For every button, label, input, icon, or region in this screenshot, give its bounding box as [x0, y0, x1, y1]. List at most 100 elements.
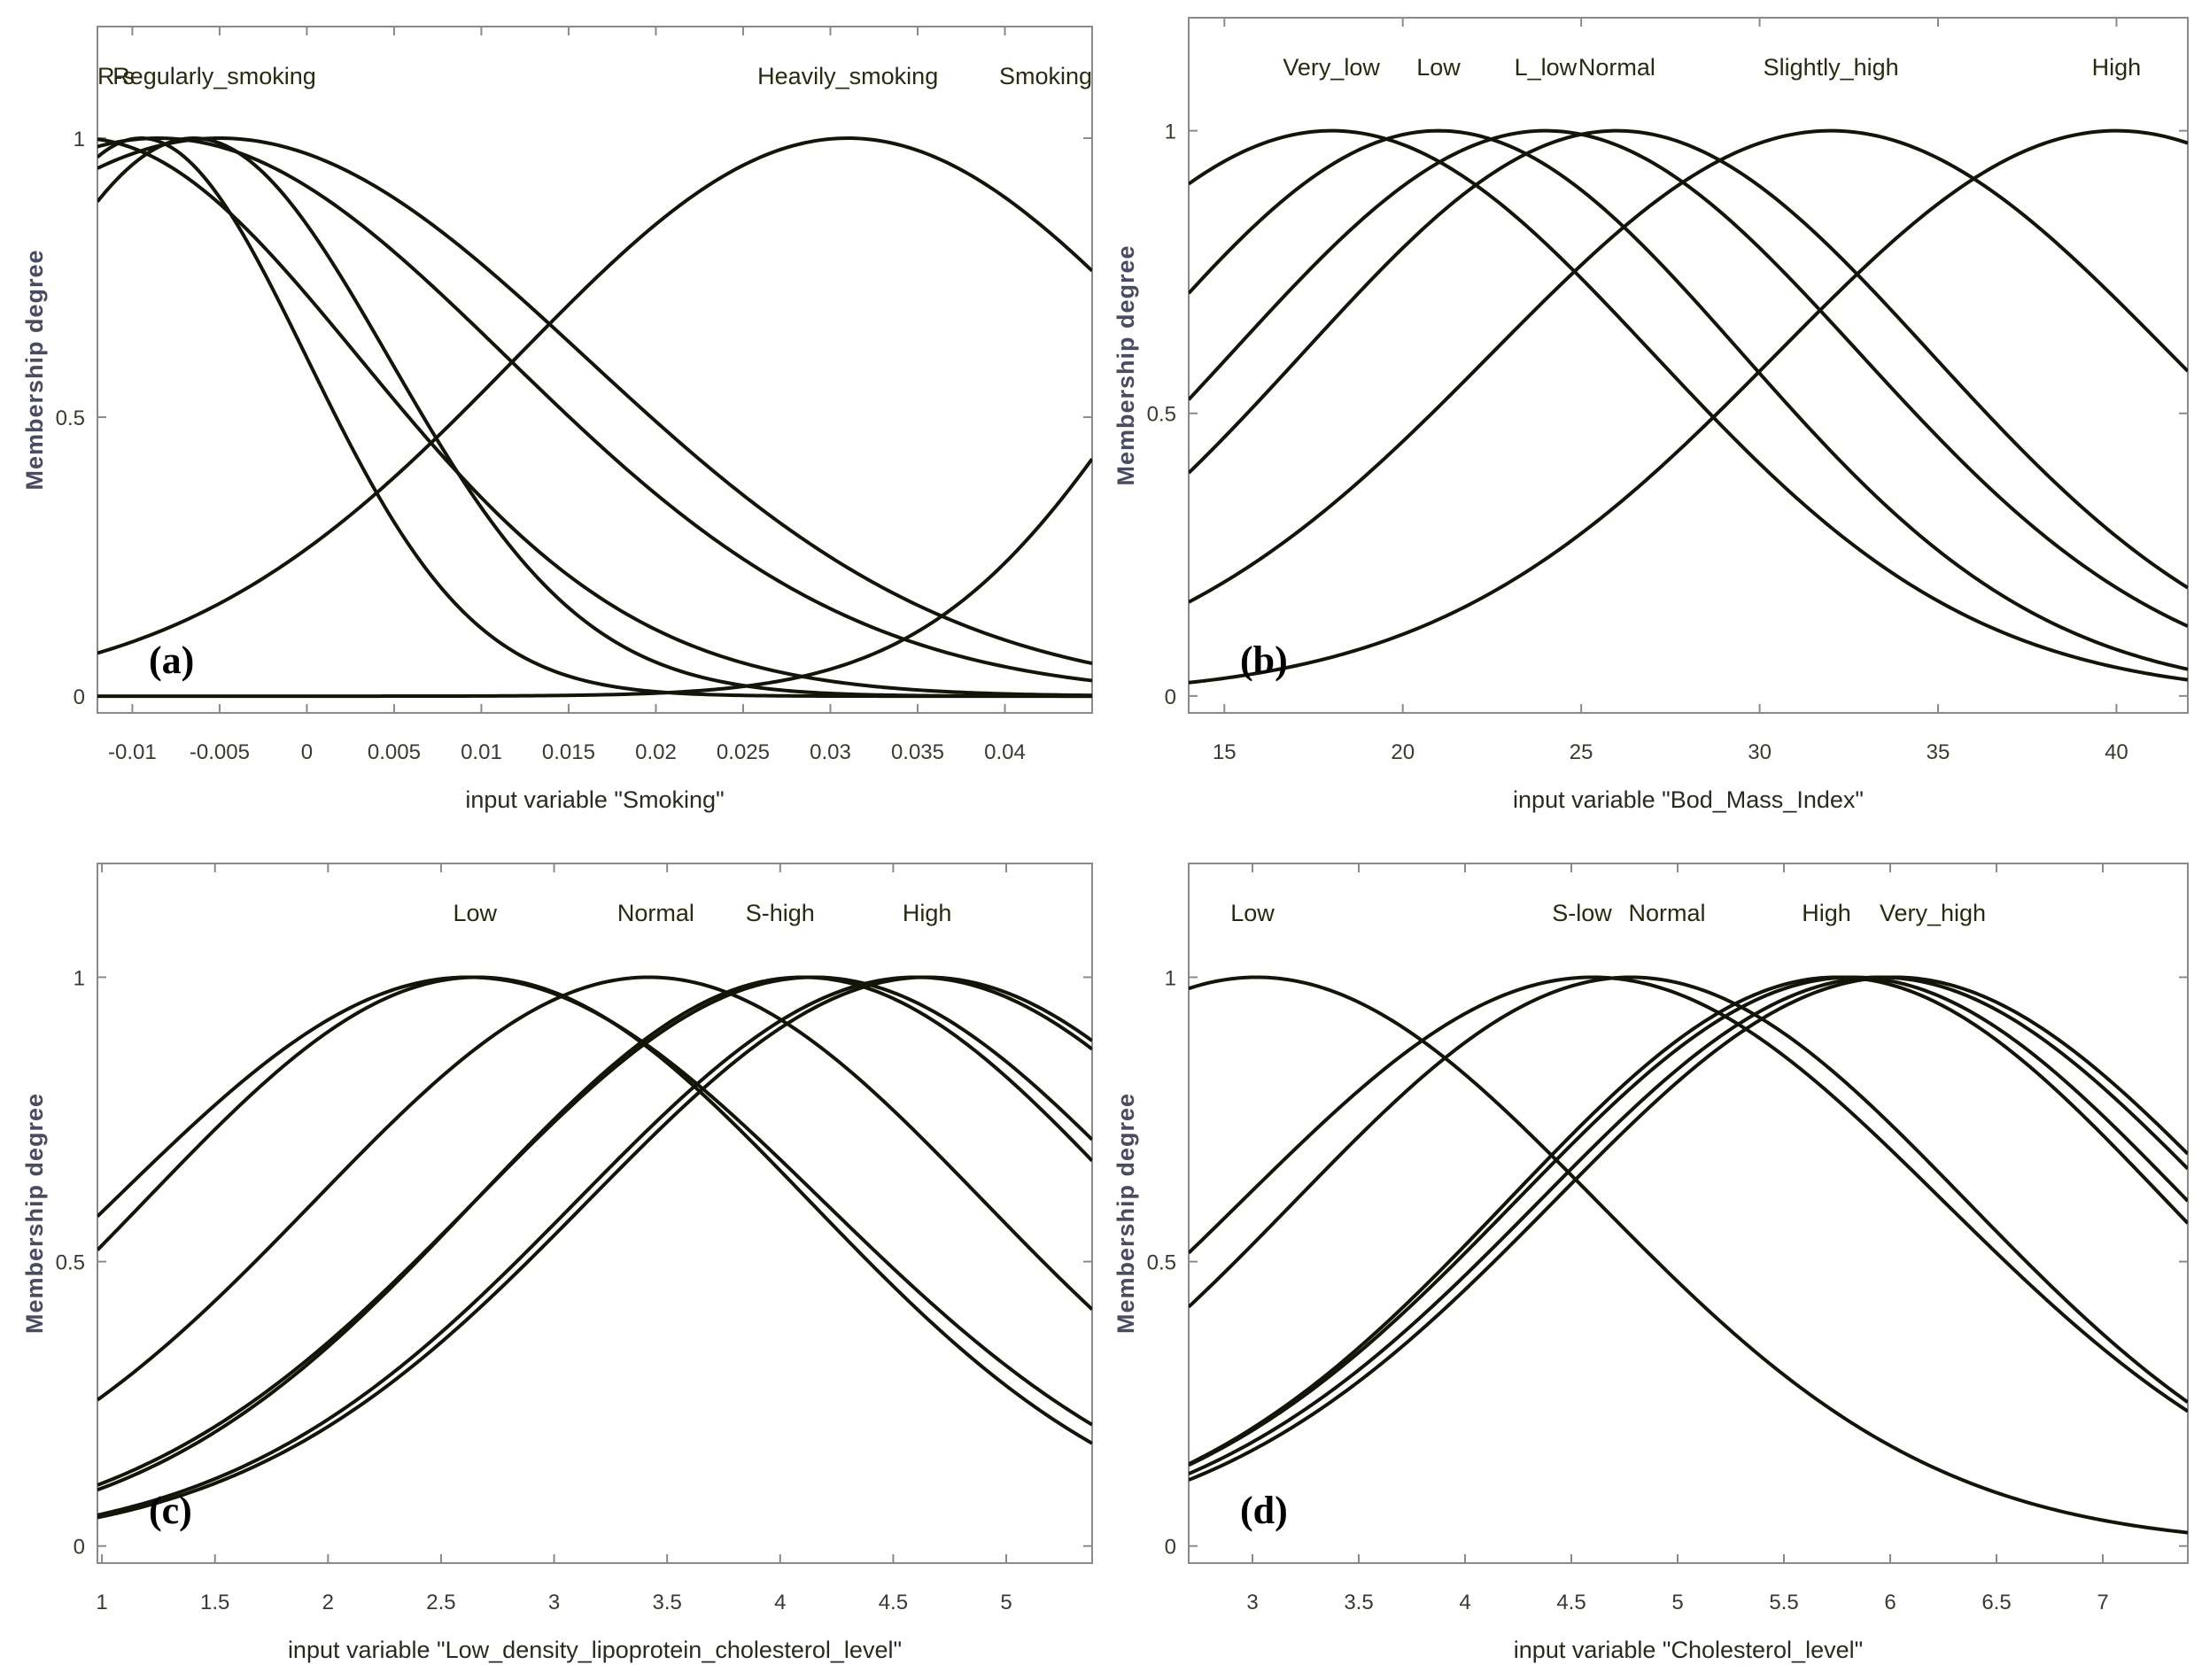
x-tick-label: 4	[1459, 1591, 1470, 1614]
mf-label: High	[2092, 54, 2142, 81]
y-tick-label: 1	[74, 966, 85, 990]
mf-label: Regularly_smoking	[112, 63, 316, 89]
x-tick-label: 20	[1391, 740, 1415, 764]
mf-label: Very_high	[1880, 900, 1986, 926]
axes-frame	[1188, 17, 2189, 714]
x-tick-label: 15	[1213, 740, 1237, 764]
mf-label: Low	[1416, 54, 1461, 81]
x-axis-label: input variable "Bod_Mass_Index"	[1513, 786, 1864, 813]
x-tick-label: 0.035	[891, 740, 944, 764]
y-tick-label: 0	[1165, 1536, 1176, 1560]
mf-label: Smoking	[999, 63, 1092, 89]
y-tick-label: 1	[74, 128, 85, 151]
panel-label: (a)	[149, 639, 194, 682]
x-tick-label: 0.025	[717, 740, 770, 764]
mf-label: S-low	[1552, 900, 1612, 926]
membership-curve-high-1	[1189, 975, 2188, 1466]
y-axis-label: Membership degree	[21, 1093, 48, 1334]
membership-curve-s-high-2	[97, 975, 1092, 1487]
x-tick-label: 3	[548, 1591, 560, 1614]
membership-curve-slightly-high	[1189, 128, 2188, 604]
panel-label: (c)	[149, 1489, 192, 1532]
panel-d: 3 3.5 4 4.5 5 5.5 6 6.5 7 0 0.5 1 input variable "Ch…	[1113, 863, 2189, 1663]
membership-curve-smoking	[97, 457, 1092, 699]
panel-b: 15 20 25 30 35 40 0 0.5 1 input variable "Bod_Mas…	[1113, 17, 2189, 813]
panels: -0.01 -0.005 0 0.005 0.01 0.015 0.02 0.025 0.03 0…	[21, 17, 2189, 1663]
membership-curve-high-2	[97, 975, 1092, 1520]
x-axis-label: input variable "Cholesterol_level"	[1514, 1637, 1863, 1663]
x-tick-label: 30	[1748, 740, 1772, 764]
y-axis-label: Membership degree	[1113, 1093, 1139, 1334]
membership-curve-normal	[97, 975, 1092, 1402]
x-tick-label: 1.5	[200, 1591, 229, 1614]
membership-curve-mf4	[97, 136, 1092, 666]
panel-label: (b)	[1240, 639, 1288, 682]
x-tick-label: 35	[1927, 740, 1950, 764]
y-tick-label: 0.5	[56, 1251, 85, 1275]
membership-curve-high	[1189, 128, 2188, 685]
x-axis-label: input variable "Low_density_lipoprotein_…	[288, 1637, 902, 1663]
membership-curve-very-high-2	[1189, 975, 2188, 1482]
x-tick-label: 3.5	[1344, 1591, 1373, 1614]
curves	[97, 975, 1092, 1520]
x-tick-label: 5	[1671, 1591, 1683, 1614]
mf-label: Low	[453, 900, 497, 926]
x-tick-label: 6	[1884, 1591, 1896, 1614]
membership-curve-heavily-smoking	[97, 136, 1092, 655]
membership-curve-mf3	[97, 136, 1092, 683]
x-tick-label: 5	[1000, 1591, 1012, 1614]
mf-label: L_low	[1515, 54, 1578, 81]
x-tick-label: 2	[322, 1591, 334, 1614]
mf-label: Normal	[1578, 54, 1655, 81]
x-tick-label: 4	[774, 1591, 786, 1614]
membership-curve-normal	[1189, 975, 2188, 1404]
x-tick-label: 4.5	[1556, 1591, 1586, 1614]
membership-curve-very-low	[1189, 128, 2188, 682]
x-tick-label: 5.5	[1769, 1591, 1798, 1614]
y-tick-label: 1	[1165, 120, 1176, 144]
x-tick-label: 2.5	[426, 1591, 455, 1614]
x-tick-label: 0	[301, 740, 313, 764]
membership-curve-normal	[1189, 128, 2188, 590]
x-tick-label: 3.5	[652, 1591, 681, 1614]
membership-curve-low	[1189, 975, 2188, 1535]
panel-c: 1 1.5 2 2.5 3 3.5 4 4.5 5 0 0.5 1 input variable "Lo…	[21, 863, 1093, 1663]
x-tick-label: 0.015	[542, 740, 595, 764]
mf-label: Normal	[1628, 900, 1705, 926]
membership-curve-high-2	[1189, 975, 2188, 1467]
curves	[97, 136, 1092, 699]
membership-curve-s-high-1	[97, 975, 1092, 1492]
axes-frame	[97, 863, 1093, 1564]
x-tick-label: 0.005	[368, 740, 421, 764]
mf-label: High	[1802, 900, 1851, 926]
x-tick-label: -0.005	[190, 740, 250, 764]
x-axis-label: input variable "Smoking"	[465, 786, 724, 813]
y-tick-label: 0	[74, 685, 85, 709]
membership-curve-s-low	[1189, 975, 2188, 1413]
y-axis-label: Membership degree	[21, 249, 48, 490]
axes-frame	[97, 26, 1093, 714]
x-tick-label: 40	[2105, 740, 2128, 764]
membership-curve-mf5	[97, 137, 1092, 698]
x-tick-label: 0.04	[984, 740, 1026, 764]
x-tick-label: 25	[1570, 740, 1593, 764]
membership-curve-low	[1189, 128, 2188, 671]
x-tick-label: 4.5	[879, 1591, 908, 1614]
curves	[1189, 128, 2188, 685]
panel-a: -0.01 -0.005 0 0.005 0.01 0.015 0.02 0.025 0.03 0…	[21, 26, 1093, 813]
y-tick-label: 0	[1165, 685, 1176, 709]
curves	[1189, 975, 2188, 1535]
mf-label: S-high	[746, 900, 815, 926]
panel-label: (d)	[1240, 1489, 1288, 1532]
y-tick-label: 0	[74, 1536, 85, 1560]
membership-curve-mf2	[97, 136, 1092, 699]
mf-label: Normal	[617, 900, 694, 926]
mf-label: Low	[1230, 900, 1275, 926]
membership-curve-low-2	[97, 975, 1092, 1445]
mf-label: High	[903, 900, 952, 926]
membership-curve-very-high-1	[1189, 975, 2188, 1475]
y-tick-label: 0.5	[1147, 1251, 1176, 1275]
y-tick-label: 0.5	[56, 406, 85, 430]
x-tick-label: 6.5	[1981, 1591, 2011, 1614]
